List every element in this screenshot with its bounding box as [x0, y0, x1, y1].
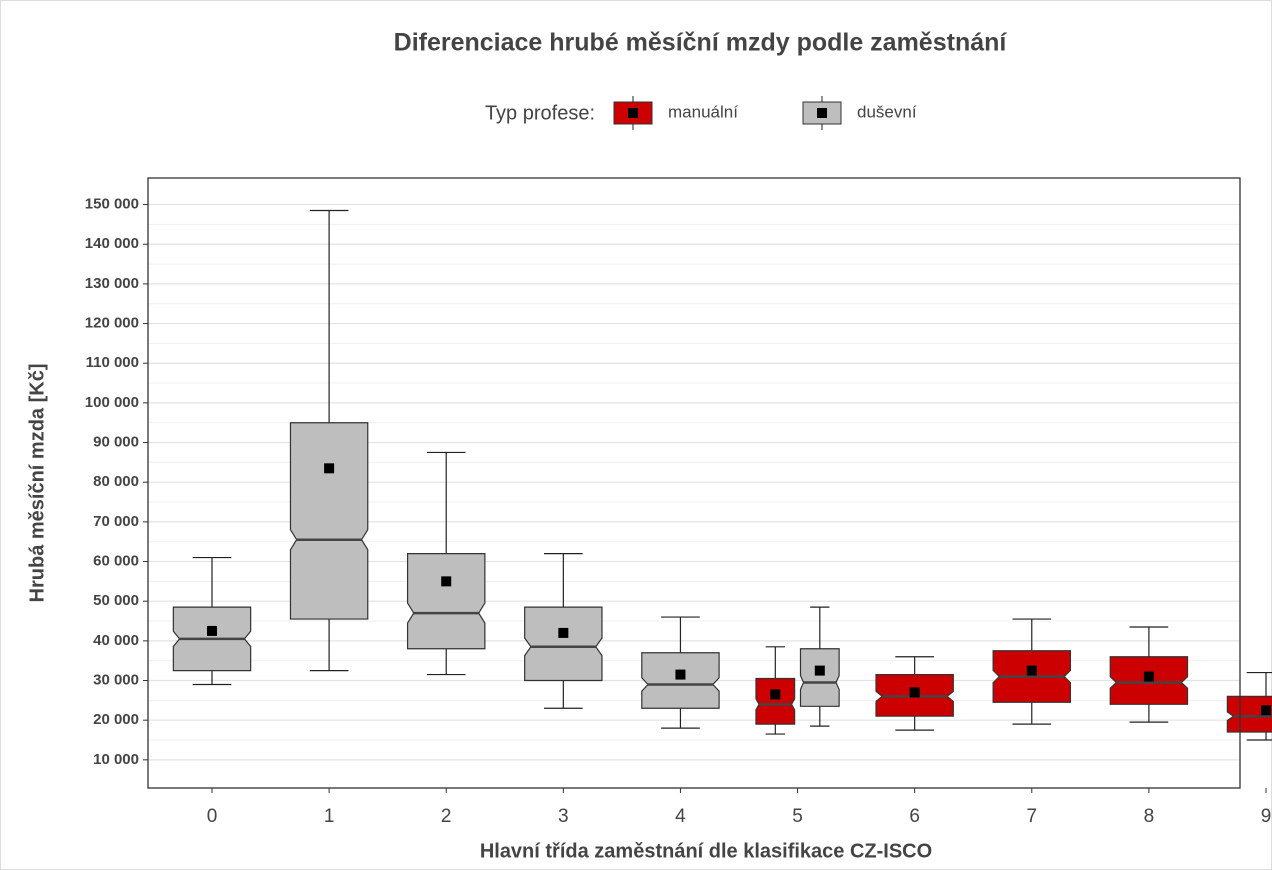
legend-key-mean: [628, 108, 638, 118]
mean-point: [814, 665, 825, 676]
mean-point: [207, 625, 217, 636]
y-tick-label: 10 000: [93, 751, 139, 768]
y-tick-label: 140 000: [85, 235, 139, 252]
x-axis-title: Hlavní třída zaměstnání dle klasifikace …: [480, 840, 932, 862]
y-tick-label: 100 000: [85, 394, 139, 411]
chart-title: Diferenciace hrubé měsíční mzdy podle za…: [394, 29, 1008, 57]
box: [755, 677, 796, 725]
x-tick-label: 2: [441, 806, 452, 827]
box: [641, 652, 720, 709]
mean-point: [770, 689, 781, 700]
mean-point: [1143, 671, 1154, 682]
y-tick-label: 20 000: [93, 711, 139, 728]
x-tick-label: 7: [1026, 806, 1037, 827]
mean-point: [558, 627, 569, 638]
y-tick-label: 30 000: [93, 671, 139, 688]
x-tick-label: 0: [207, 806, 218, 827]
box: [524, 606, 603, 682]
box: [406, 552, 486, 650]
x-tick-label: 9: [1261, 806, 1272, 827]
legend-label: duševní: [857, 102, 917, 121]
y-tick-label: 80 000: [93, 473, 139, 490]
box: [799, 648, 840, 707]
mean-point: [324, 463, 335, 474]
x-tick-label: 1: [324, 806, 335, 827]
x-tick-label: 3: [558, 806, 569, 827]
legend-label: manuální: [668, 102, 738, 121]
y-tick-label: 70 000: [93, 513, 139, 530]
y-tick-label: 130 000: [85, 275, 139, 292]
x-tick-label: 6: [909, 806, 920, 827]
legend-key-mean: [817, 108, 827, 118]
x-tick-label: 5: [792, 806, 803, 827]
x-tick-label: 4: [675, 806, 686, 827]
mean-point: [909, 687, 920, 698]
y-axis-title: Hrubá měsíční mzda [Kč]: [26, 364, 48, 603]
box: [289, 422, 369, 620]
box: [1226, 695, 1272, 733]
y-tick-label: 60 000: [93, 552, 139, 569]
mean-point: [441, 576, 452, 587]
y-tick-label: 40 000: [93, 632, 139, 649]
panel-border: [147, 177, 1241, 789]
y-tick-label: 110 000: [86, 354, 139, 371]
y-tick-label: 120 000: [85, 315, 139, 332]
mean-point: [675, 669, 686, 680]
mean-point: [1261, 705, 1271, 716]
mean-point: [1026, 665, 1037, 676]
y-tick-label: 90 000: [93, 434, 139, 451]
x-tick-label: 8: [1144, 806, 1155, 827]
legend-title: Typ profese:: [485, 102, 595, 124]
y-tick-label: 50 000: [93, 592, 139, 609]
y-tick-label: 150 000: [85, 196, 139, 213]
